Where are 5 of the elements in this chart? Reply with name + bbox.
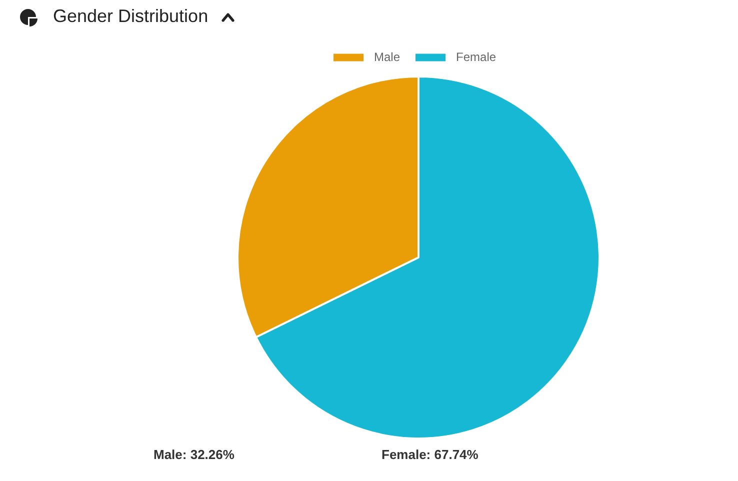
- legend-label: Female: [456, 50, 496, 64]
- chart-title: Gender Distribution: [53, 5, 208, 28]
- legend-label: Male: [374, 50, 400, 64]
- text: Female: 67.74%: [382, 447, 479, 462]
- text: Male: 32.26%: [154, 447, 235, 462]
